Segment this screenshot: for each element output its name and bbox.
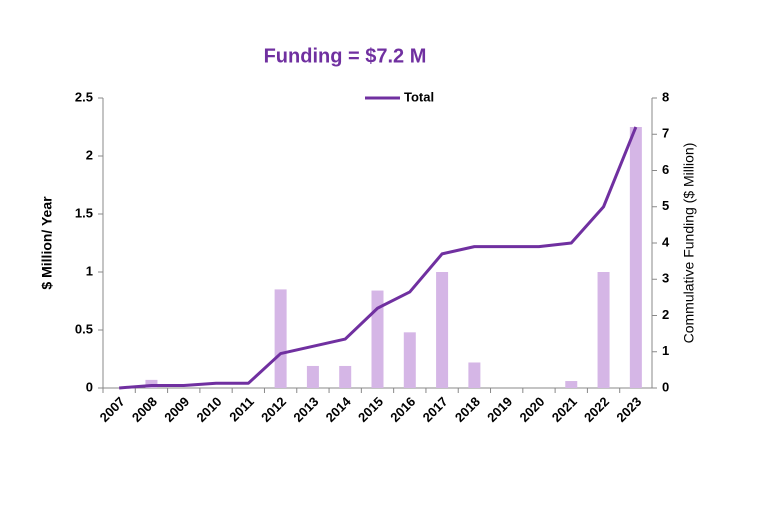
x-tick-label: 2019	[484, 394, 515, 425]
legend-label: Total	[404, 89, 434, 104]
y2-tick-label: 4	[662, 234, 670, 249]
y-axis-label: $ Million/ Year	[39, 196, 55, 290]
y-tick-label: 0.5	[75, 321, 93, 336]
y2-tick-label: 5	[662, 198, 669, 213]
bar	[597, 272, 610, 388]
x-tick-label: 2011	[226, 394, 257, 425]
x-tick-label: 2017	[420, 394, 451, 425]
x-tick-label: 2015	[355, 394, 386, 425]
bar	[468, 362, 481, 388]
x-tick-label: 2009	[161, 394, 192, 425]
y2-tick-label: 8	[662, 89, 669, 104]
bar	[274, 289, 287, 388]
x-tick-label: 2023	[613, 394, 644, 425]
y-tick-label: 1.5	[75, 205, 93, 220]
bar	[436, 272, 449, 388]
y2-tick-label: 6	[662, 162, 669, 177]
x-tick-label: 2010	[194, 394, 225, 425]
y-tick-label: 2	[86, 147, 93, 162]
x-tick-label: 2021	[549, 394, 580, 425]
y2-tick-label: 3	[662, 271, 669, 286]
x-tick-label: 2016	[387, 394, 418, 425]
y2-tick-label: 1	[662, 343, 669, 358]
x-tick-label: 2014	[323, 393, 355, 425]
bar	[629, 127, 642, 388]
bar	[145, 379, 158, 388]
bar	[371, 290, 384, 388]
bar	[306, 365, 319, 388]
x-tick-label: 2007	[97, 394, 128, 425]
y-tick-label: 0	[86, 379, 93, 394]
x-tick-label: 2013	[290, 394, 321, 425]
x-tick-label: 2012	[258, 394, 289, 425]
x-tick-label: 2018	[452, 394, 483, 425]
y2-tick-label: 2	[662, 307, 669, 322]
bar	[565, 381, 578, 388]
y2-tick-label: 0	[662, 379, 669, 394]
x-tick-label: 2022	[581, 394, 612, 425]
y2-tick-label: 7	[662, 126, 669, 141]
x-tick-label: 2008	[129, 394, 160, 425]
chart-title: Funding = $7.2 M	[264, 45, 427, 67]
line	[119, 126, 638, 390]
y-tick-label: 1	[86, 263, 93, 278]
y-tick-label: 2.5	[75, 89, 93, 104]
y2-axis-label: Commulative Funding ($ Million)	[681, 143, 697, 344]
x-tick-label: 2020	[516, 394, 547, 425]
bar	[339, 365, 352, 388]
bar	[403, 332, 416, 388]
